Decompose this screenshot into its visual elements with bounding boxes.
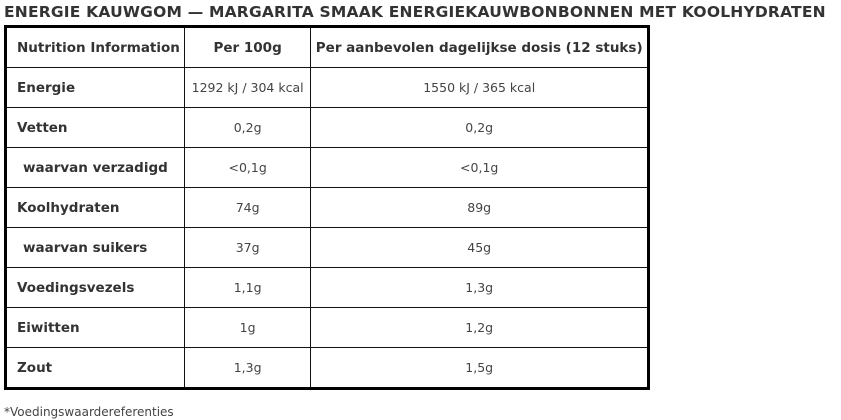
row-label: Energie [5, 67, 185, 108]
table-row-eiwitten: Eiwitten 1g 1,2g [5, 307, 649, 348]
value-per-dose: <0,1g [310, 147, 649, 188]
value-per-dose: 45g [310, 227, 649, 268]
value-per-dose: 1,5g [310, 347, 649, 389]
table-row-waarvan-verzadigd: waarvan verzadigd <0,1g <0,1g [5, 147, 649, 188]
table-row-energie: Energie 1292 kJ / 304 kcal 1550 kJ / 365… [5, 67, 649, 108]
value-per-100g: 1g [183, 307, 312, 348]
value-per-100g: 1292 kJ / 304 kcal [183, 67, 312, 108]
nutrition-table: Nutrition Information Per 100g Per aanbe… [4, 25, 650, 390]
table-row-zout: Zout 1,3g 1,5g [5, 347, 649, 389]
value-per-100g: <0,1g [183, 147, 312, 188]
row-label: waarvan suikers [5, 227, 185, 268]
table-row-waarvan-suikers: waarvan suikers 37g 45g [5, 227, 649, 268]
footnote: *Voedingswaardereferenties [4, 405, 174, 419]
header-per-100g: Per 100g [183, 26, 312, 68]
value-per-dose: 1,2g [310, 307, 649, 348]
value-per-dose: 0,2g [310, 107, 649, 148]
value-per-100g: 0,2g [183, 107, 312, 148]
table-row-vetten: Vetten 0,2g 0,2g [5, 107, 649, 148]
row-label: Vetten [5, 107, 185, 148]
table-row-koolhydraten: Koolhydraten 74g 89g [5, 187, 649, 228]
value-per-100g: 1,1g [183, 267, 312, 308]
table-header-row: Nutrition Information Per 100g Per aanbe… [5, 26, 649, 68]
row-label: waarvan verzadigd [5, 147, 185, 188]
value-per-100g: 74g [183, 187, 312, 228]
row-label: Eiwitten [5, 307, 185, 348]
header-nutrition-information: Nutrition Information [5, 26, 185, 68]
value-per-dose: 1,3g [310, 267, 649, 308]
page-title: ENERGIE KAUWGOM — MARGARITA SMAAK ENERGI… [4, 3, 826, 21]
value-per-100g: 37g [183, 227, 312, 268]
header-per-daily-dose: Per aanbevolen dagelijkse dosis (12 stuk… [310, 26, 649, 68]
value-per-dose: 1550 kJ / 365 kcal [310, 67, 649, 108]
row-label: Zout [5, 347, 185, 389]
table-row-voedingsvezels: Voedingsvezels 1,1g 1,3g [5, 267, 649, 308]
value-per-dose: 89g [310, 187, 649, 228]
row-label: Voedingsvezels [5, 267, 185, 308]
value-per-100g: 1,3g [183, 347, 312, 389]
row-label: Koolhydraten [5, 187, 185, 228]
